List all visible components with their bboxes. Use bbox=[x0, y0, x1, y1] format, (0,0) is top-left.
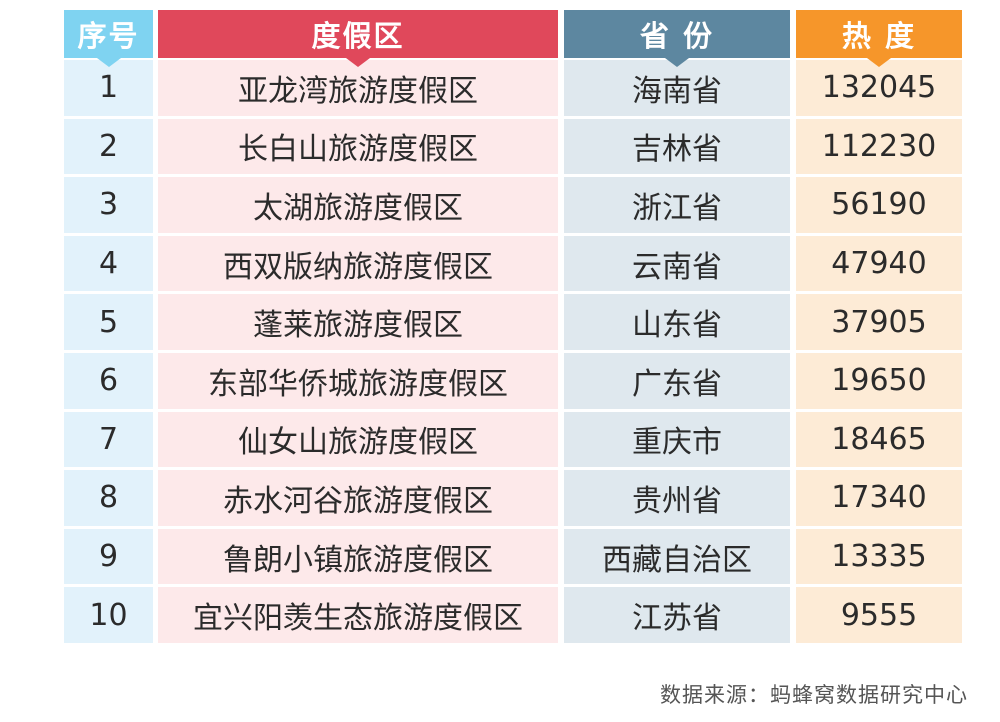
province-cell: 云南省 bbox=[564, 235, 790, 295]
province-cell: 江苏省 bbox=[564, 587, 790, 646]
resort-cell: 长白山旅游度假区 bbox=[158, 118, 558, 178]
table-row: 7 仙女山旅游度假区 重庆市 18465 bbox=[64, 411, 962, 471]
resort-cell: 鲁朗小镇旅游度假区 bbox=[158, 528, 558, 588]
table-row: 1 亚龙湾旅游度假区 海南省 132045 bbox=[64, 60, 962, 119]
resort-cell: 太湖旅游度假区 bbox=[158, 177, 558, 236]
table-row: 5 蓬莱旅游度假区 山东省 37905 bbox=[64, 294, 962, 353]
table-row: 2 长白山旅游度假区 吉林省 112230 bbox=[64, 118, 962, 178]
resort-ranking-table: 序号 度假区 省 份 热 度 1 亚龙湾旅游度假区 海南省 132045 2 长白山旅游度… bbox=[64, 10, 962, 646]
province-cell: 广东省 bbox=[564, 352, 790, 412]
province-cell: 重庆市 bbox=[564, 411, 790, 471]
heat-cell: 47940 bbox=[796, 235, 962, 295]
province-cell: 海南省 bbox=[564, 60, 790, 119]
resort-cell: 蓬莱旅游度假区 bbox=[158, 294, 558, 353]
heat-cell: 112230 bbox=[796, 118, 962, 178]
resort-cell: 西双版纳旅游度假区 bbox=[158, 235, 558, 295]
rank-cell: 9 bbox=[64, 528, 153, 588]
province-cell: 浙江省 bbox=[564, 177, 790, 236]
header-province: 省 份 bbox=[564, 10, 790, 67]
table-row: 3 太湖旅游度假区 浙江省 56190 bbox=[64, 177, 962, 236]
heat-cell: 132045 bbox=[796, 60, 962, 119]
heat-cell: 37905 bbox=[796, 294, 962, 353]
header-rank: 序号 bbox=[64, 10, 153, 67]
resort-cell: 东部华侨城旅游度假区 bbox=[158, 352, 558, 412]
heat-cell: 9555 bbox=[796, 587, 962, 646]
heat-cell: 56190 bbox=[796, 177, 962, 236]
heat-cell: 19650 bbox=[796, 352, 962, 412]
rank-cell: 1 bbox=[64, 60, 153, 119]
data-source-note: 数据来源：蚂蜂窝数据研究中心 bbox=[660, 683, 968, 707]
rank-cell: 5 bbox=[64, 294, 153, 353]
heat-cell: 18465 bbox=[796, 411, 962, 471]
header-resort: 度假区 bbox=[158, 10, 558, 67]
rank-cell: 4 bbox=[64, 235, 153, 295]
table-row: 6 东部华侨城旅游度假区 广东省 19650 bbox=[64, 352, 962, 412]
header-heat: 热 度 bbox=[796, 10, 962, 67]
heat-cell: 13335 bbox=[796, 528, 962, 588]
table-row: 4 西双版纳旅游度假区 云南省 47940 bbox=[64, 235, 962, 295]
province-cell: 贵州省 bbox=[564, 470, 790, 529]
table-body: 1 亚龙湾旅游度假区 海南省 132045 2 长白山旅游度假区 吉林省 112230 3 太湖旅… bbox=[64, 60, 962, 646]
resort-cell: 赤水河谷旅游度假区 bbox=[158, 470, 558, 529]
table-row: 10 宜兴阳羡生态旅游度假区 江苏省 9555 bbox=[64, 587, 962, 646]
table-header-row: 序号 度假区 省 份 热 度 bbox=[64, 10, 962, 67]
resort-cell: 宜兴阳羡生态旅游度假区 bbox=[158, 587, 558, 646]
table-row: 9 鲁朗小镇旅游度假区 西藏自治区 13335 bbox=[64, 528, 962, 588]
rank-cell: 6 bbox=[64, 352, 153, 412]
rank-cell: 3 bbox=[64, 177, 153, 236]
table-row: 8 赤水河谷旅游度假区 贵州省 17340 bbox=[64, 470, 962, 529]
rank-cell: 7 bbox=[64, 411, 153, 471]
heat-cell: 17340 bbox=[796, 470, 962, 529]
rank-cell: 8 bbox=[64, 470, 153, 529]
resort-cell: 仙女山旅游度假区 bbox=[158, 411, 558, 471]
province-cell: 吉林省 bbox=[564, 118, 790, 178]
province-cell: 西藏自治区 bbox=[564, 528, 790, 588]
rank-cell: 10 bbox=[64, 587, 153, 646]
resort-cell: 亚龙湾旅游度假区 bbox=[158, 60, 558, 119]
province-cell: 山东省 bbox=[564, 294, 790, 353]
rank-cell: 2 bbox=[64, 118, 153, 178]
